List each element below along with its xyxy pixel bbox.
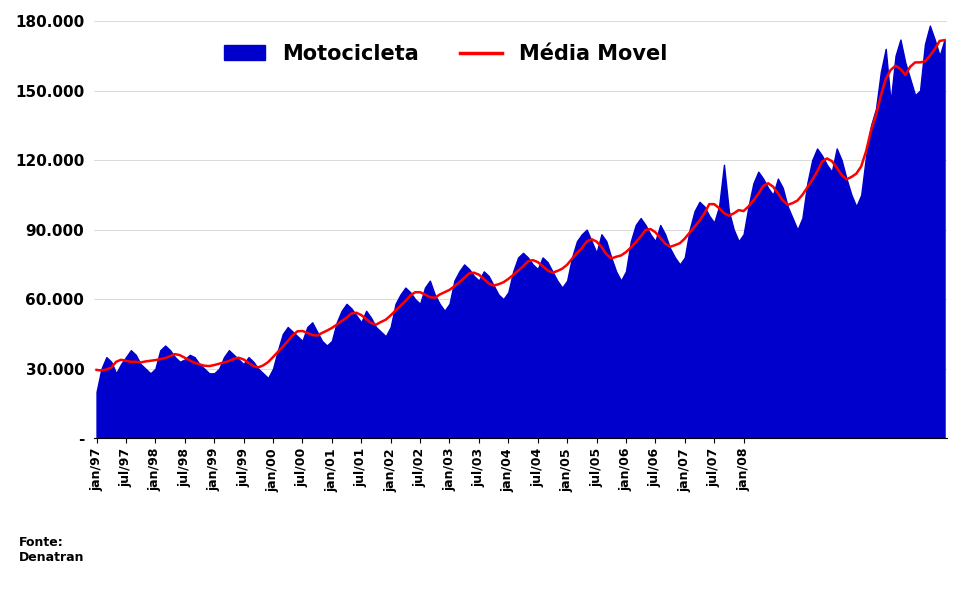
Legend: Motocicleta, Média Movel: Motocicleta, Média Movel [215,36,675,72]
Text: Fonte:
Denatran: Fonte: Denatran [19,536,85,564]
